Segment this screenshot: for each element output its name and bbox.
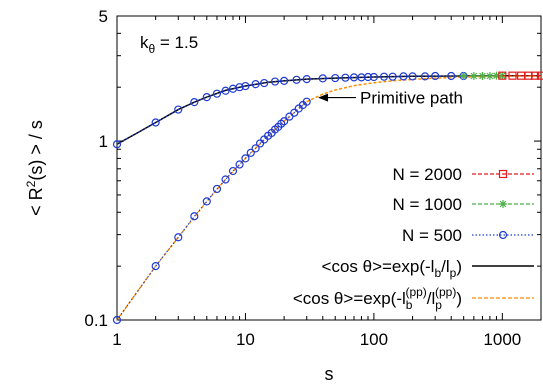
data-point: [174, 233, 183, 242]
data-point: [492, 71, 501, 80]
series-line: [116, 101, 308, 321]
data-point: [190, 98, 199, 107]
data-point: [302, 74, 311, 84]
legend-marker: [498, 230, 508, 240]
series-line: [116, 75, 464, 145]
data-point: [174, 105, 183, 114]
x-tick-label: 1000: [483, 330, 521, 349]
legend-label: N = 500: [402, 226, 462, 245]
data-point: [508, 71, 517, 80]
data-markers: [112, 71, 543, 325]
curve-exp-lb-pp: [116, 75, 541, 321]
data-point: [459, 72, 468, 81]
y-tick-label: 1: [99, 132, 108, 151]
data-point: [241, 154, 250, 163]
data-point: [531, 71, 540, 80]
legend-label: <cos θ>=exp(-lb(pp)/lp(pp)): [293, 285, 462, 312]
data-point: [292, 75, 301, 84]
data-point: [399, 72, 408, 81]
data-point: [420, 72, 430, 81]
data-point: [202, 197, 211, 206]
data-point: [112, 315, 122, 325]
data-point: [246, 148, 255, 157]
data-point: [251, 80, 260, 89]
data-point: [280, 76, 289, 85]
data-point: [447, 71, 456, 81]
data-point: [408, 72, 417, 81]
data-point: [235, 83, 244, 92]
data-point: [151, 118, 160, 127]
data-point: [341, 73, 350, 82]
data-point: [228, 166, 238, 176]
data-point: [363, 72, 373, 82]
annotation-arrowhead: [318, 93, 329, 102]
data-point: [431, 71, 440, 81]
data-point: [498, 71, 507, 80]
data-point: [221, 86, 230, 95]
data-point: [202, 93, 211, 102]
data-point: [388, 72, 397, 81]
legend: N = 2000 N = 1000 N = 500 <cos θ>=exp(-lb/l…: [293, 165, 534, 312]
data-point: [241, 81, 250, 91]
data-point: [498, 71, 507, 80]
data-point: [285, 112, 294, 121]
data-point: [318, 74, 327, 83]
data-point: [235, 160, 244, 169]
data-point: [331, 73, 340, 83]
annotation-text: Primitive path: [360, 89, 463, 108]
data-point: [270, 77, 280, 86]
data-point: [536, 71, 543, 80]
data-point: [260, 78, 269, 88]
legend-marker: [499, 200, 507, 208]
data-point: [221, 175, 230, 184]
x-tick-label: 10: [236, 330, 255, 349]
data-point: [112, 140, 122, 149]
data-point: [302, 97, 311, 106]
parameter-annotation: kθ = 1.5: [140, 33, 198, 56]
curve-exp-lb-lp: [116, 74, 541, 145]
primitive-path-annotation: Primitive path: [318, 89, 463, 108]
data-point: [280, 117, 289, 126]
data-point: [190, 212, 199, 221]
data-point: [212, 184, 222, 194]
data-point: [369, 72, 378, 82]
y-axis-label: < R2(s) > / s: [24, 120, 46, 216]
x-tick-label: 1: [112, 330, 121, 349]
x-axis-label: s: [325, 364, 334, 384]
x-tick-label: 100: [360, 330, 388, 349]
plot-frame: [116, 15, 542, 321]
y-tick-label: 5: [99, 7, 108, 26]
data-point: [469, 72, 478, 81]
data-point: [478, 72, 487, 81]
data-point: [212, 89, 222, 98]
legend-label: N = 2000: [393, 165, 462, 184]
legend-label: <cos θ>=exp(-lb/lp): [322, 257, 462, 280]
data-point: [379, 72, 389, 81]
data-point: [485, 72, 494, 81]
legend-label: N = 1000: [393, 195, 462, 214]
data-point: [251, 144, 260, 153]
y-tick-label: 0.1: [84, 311, 108, 330]
data-point: [290, 108, 299, 117]
legend-marker: [498, 169, 508, 179]
data-point: [151, 262, 160, 271]
